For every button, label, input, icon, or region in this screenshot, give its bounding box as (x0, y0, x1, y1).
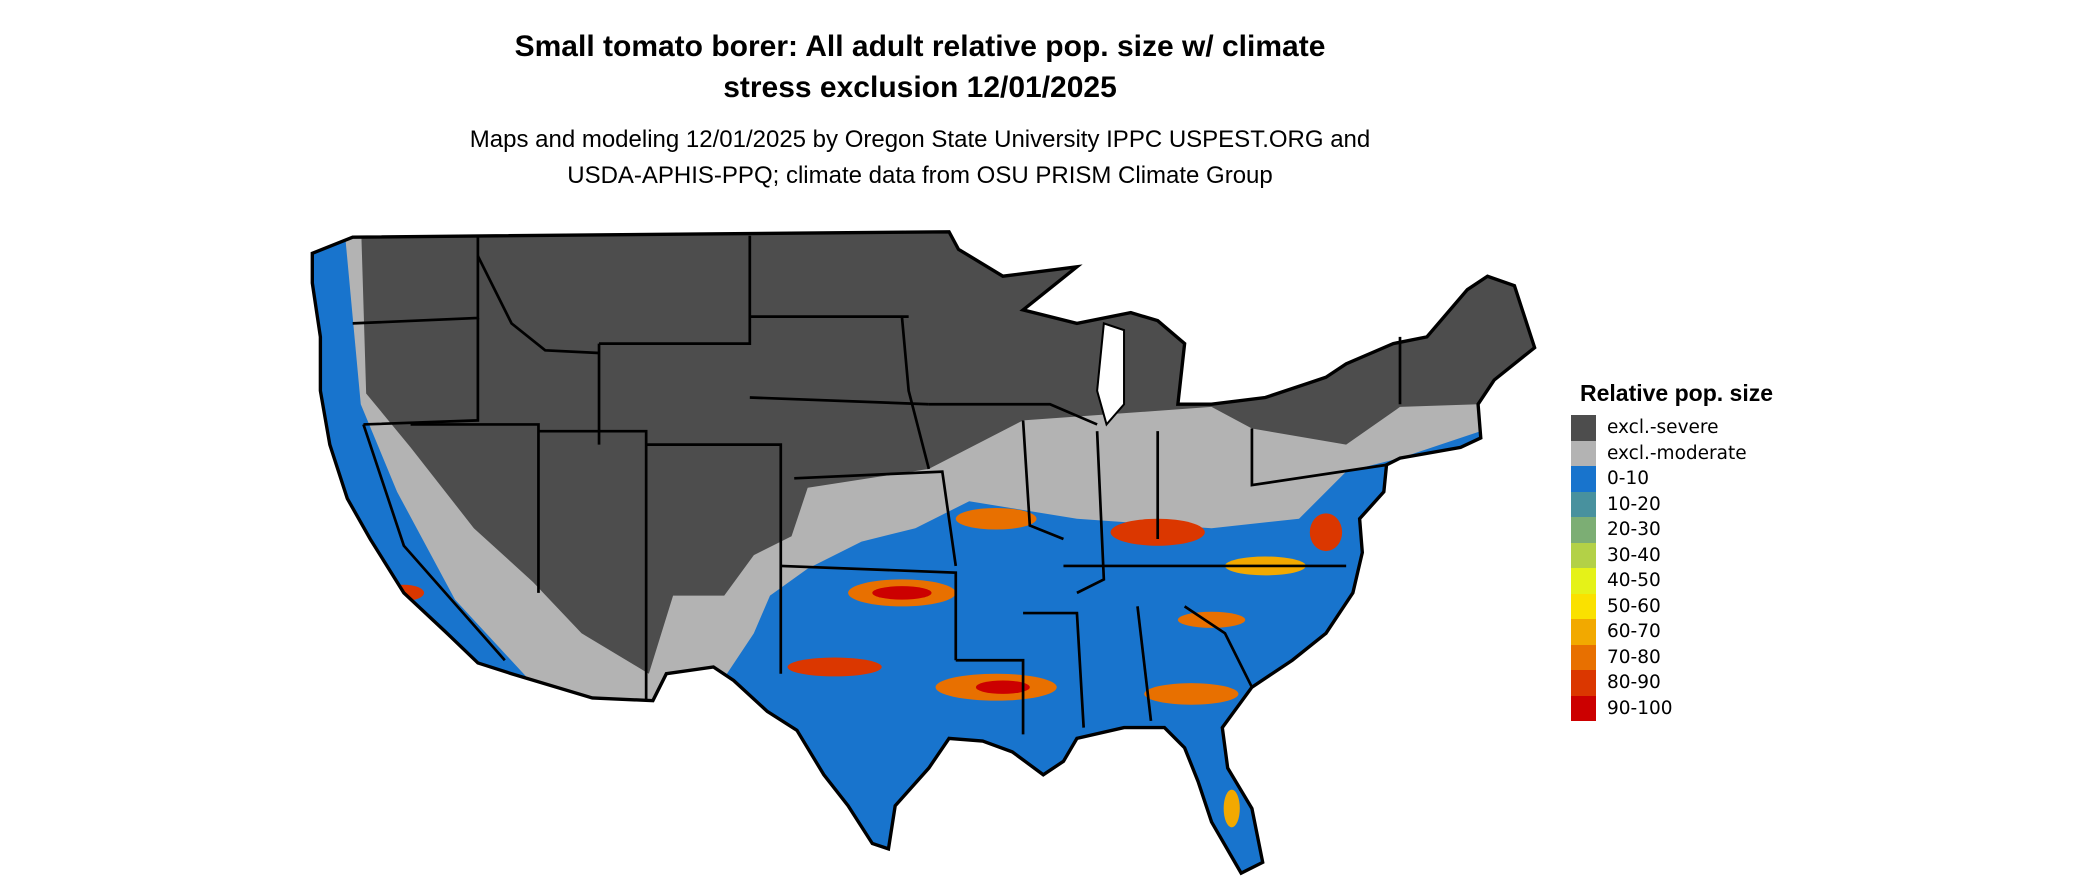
legend-label: 70-80 (1607, 646, 1661, 668)
legend-item: excl.-moderate (1571, 440, 1773, 466)
legend-label: 50-60 (1607, 595, 1661, 617)
legend-item: 20-30 (1571, 517, 1773, 543)
great-lake-michigan (1096, 322, 1126, 427)
legend-item: 30-40 (1571, 542, 1773, 568)
legend-label: 90-100 (1607, 697, 1673, 719)
legend-swatch (1571, 542, 1596, 568)
legend-label: 20-30 (1607, 519, 1661, 541)
legend-swatch (1571, 440, 1596, 466)
legend-title: Relative pop. size (1580, 380, 1774, 406)
legend-label: 40-50 (1607, 570, 1661, 592)
legend-swatch (1571, 517, 1596, 543)
legend-label: excl.-moderate (1607, 442, 1747, 464)
legend-swatch (1571, 415, 1596, 441)
legend-item: 10-20 (1571, 491, 1773, 517)
legend-label: 30-40 (1607, 544, 1661, 566)
legend-label: 60-70 (1607, 621, 1661, 643)
legend-item: 0-10 (1571, 466, 1773, 492)
legend-swatch (1571, 593, 1596, 619)
legend-item: 80-90 (1571, 670, 1773, 696)
map-title: Small tomato borer: All adult relative p… (0, 26, 1840, 108)
legend-item: 70-80 (1571, 644, 1773, 670)
legend-label: 0-10 (1607, 468, 1649, 490)
legend-swatch (1571, 695, 1596, 721)
legend-swatch (1571, 619, 1596, 645)
legend-label: excl.-severe (1607, 417, 1719, 439)
state-borders (352, 235, 1402, 735)
title-line-1: Small tomato borer: All adult relative p… (514, 30, 1326, 63)
legend-swatch (1571, 644, 1596, 670)
legend-swatch (1571, 491, 1596, 517)
legend-swatch (1571, 670, 1596, 696)
legend-label: 80-90 (1607, 672, 1661, 694)
legend-item: excl.-severe (1571, 415, 1773, 441)
legend-swatch (1571, 466, 1596, 492)
legend-item: 50-60 (1571, 593, 1773, 619)
legend-label: 10-20 (1607, 493, 1661, 515)
subtitle-line-1: Maps and modeling 12/01/2025 by Oregon S… (469, 126, 1371, 153)
map-subtitle: Maps and modeling 12/01/2025 by Oregon S… (0, 122, 1840, 194)
legend: Relative pop. size excl.-severe excl.-mod… (1571, 380, 1773, 721)
legend-item: 60-70 (1571, 619, 1773, 645)
legend-item: 40-50 (1571, 568, 1773, 594)
legend-swatch (1571, 568, 1596, 594)
subtitle-line-2: USDA-APHIS-PPQ; climate data from OSU PR… (567, 162, 1273, 189)
title-line-2: stress exclusion 12/01/2025 (723, 71, 1117, 104)
legend-item: 90-100 (1571, 695, 1773, 721)
